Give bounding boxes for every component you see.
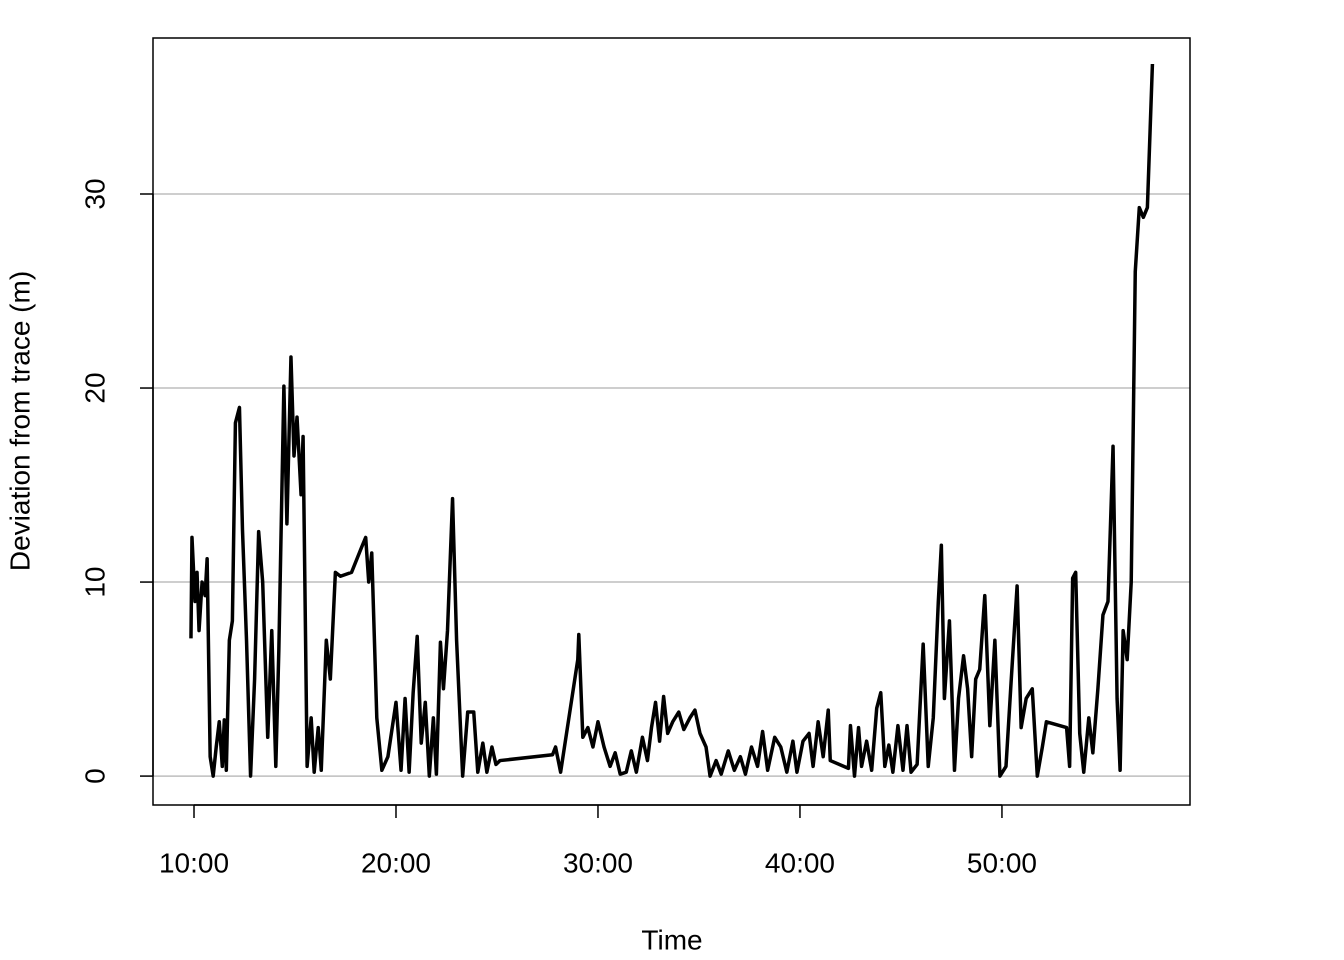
y-tick-label: 0 [79, 768, 110, 784]
x-tick-label: 40:00 [765, 847, 835, 878]
x-tick-label: 10:00 [159, 847, 229, 878]
x-tick-label: 30:00 [563, 847, 633, 878]
y-tick-label: 20 [79, 372, 110, 403]
data-line [189, 63, 1155, 778]
x-tick-label: 20:00 [361, 847, 431, 878]
x-tick-label: 50:00 [967, 847, 1037, 878]
y-tick-label: 30 [79, 178, 110, 209]
plot-frame [152, 37, 1191, 806]
y-tick-label: 10 [79, 566, 110, 597]
y-axis-label: Deviation from trace (m) [4, 271, 35, 571]
x-axis-label: Time [641, 924, 702, 955]
